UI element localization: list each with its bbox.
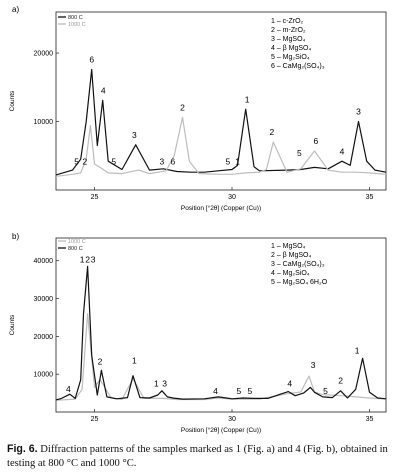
x-axis-label: Position [°2θ] (Copper (Cu)) — [181, 426, 261, 434]
peak-label: 2 — [180, 103, 185, 113]
phase-legend-item: 1 – MgSO₄ — [271, 243, 306, 250]
y-tick-label: 10000 — [34, 119, 54, 126]
peak-label: 1 — [80, 255, 85, 265]
peak-label: 3 — [91, 255, 96, 265]
peak-label: 6 — [89, 55, 94, 65]
peak-label: 2 — [98, 357, 103, 367]
peak-label: 5 — [226, 157, 231, 167]
peak-label: 5 — [323, 386, 328, 396]
x-tick-label: 30 — [228, 416, 236, 423]
phase-legend-item: 6 – CaMg₂(SO₄)₃ — [271, 63, 325, 70]
peak-label: 2 — [85, 255, 90, 265]
phase-legend-item: 5 – Mg₂SiO₄ — [271, 54, 310, 61]
legend-series-label: 800 C — [68, 15, 83, 21]
series-line — [55, 68, 387, 176]
x-tick-label: 25 — [91, 416, 99, 423]
figure-caption: Fig. 6. Diffraction patterns of the samp… — [7, 442, 395, 471]
peak-label: 5 — [237, 386, 242, 396]
y-tick-label: 30000 — [34, 296, 54, 303]
peak-label: 2 — [270, 127, 275, 137]
peak-label: 4 — [101, 85, 106, 95]
peak-label: 6 — [171, 157, 176, 167]
figure-caption-label: Fig. 6. — [7, 443, 38, 455]
legend-series-label: 1000 C — [68, 239, 86, 245]
plot-frame — [55, 11, 387, 191]
phase-legend-item: 4 – Mg₂SiO₄ — [271, 270, 310, 277]
phase-legend-item: 3 – MgSO₄ — [271, 36, 306, 43]
legend-series-label: 800 C — [68, 246, 83, 252]
peak-label: 3 — [356, 107, 361, 117]
peak-label: 1 — [154, 378, 159, 388]
series-line — [55, 313, 387, 401]
peak-label: 4 — [66, 384, 71, 394]
peak-label: 6 — [314, 136, 319, 146]
peak-label: 4 — [340, 146, 345, 156]
panel-label: b) — [12, 232, 19, 241]
y-tick-label: 10000 — [34, 372, 54, 379]
peak-label: 3 — [311, 360, 316, 370]
peak-label: 5 — [74, 157, 79, 167]
y-tick-label: 20000 — [34, 334, 54, 341]
x-tick-label: 30 — [228, 194, 236, 201]
peak-label: 1 — [132, 356, 137, 366]
peak-label: 1 — [235, 157, 240, 167]
phase-legend-item: 4 – β MgSO₄ — [271, 45, 311, 52]
phase-legend-item: 3 – CaMg₂(SO₄)₃ — [271, 261, 325, 268]
peak-label: 4 — [287, 379, 292, 389]
x-axis-label: Position [°2θ] (Copper (Cu)) — [181, 204, 261, 212]
x-tick-label: 35 — [366, 416, 374, 423]
peak-label: 4 — [213, 386, 218, 396]
peak-label: 2 — [338, 375, 343, 385]
y-tick-label: 40000 — [34, 258, 54, 265]
x-tick-label: 25 — [91, 194, 99, 201]
peak-label: 1 — [355, 346, 360, 356]
peak-label: 5 — [248, 386, 253, 396]
peak-label: 3 — [132, 130, 137, 140]
peak-label: 3 — [160, 157, 165, 167]
series-line — [55, 265, 387, 401]
phase-legend-item: 1 – c-ZrO₂ — [271, 18, 304, 25]
peak-label: 5 — [111, 157, 116, 167]
y-axis-label: Counts — [9, 314, 16, 335]
series-line — [55, 116, 387, 177]
phase-legend-item: 2 – m-ZrO₂ — [271, 27, 306, 34]
y-tick-label: 20000 — [34, 51, 54, 58]
x-tick-label: 35 — [366, 194, 374, 201]
legend-series-label: 1000 C — [68, 22, 86, 28]
peak-label: 1 — [245, 94, 250, 104]
figure-caption-text: Diffraction patterns of the samples mark… — [7, 444, 388, 469]
phase-legend-item: 5 – Mg₂SO₄ 6H₂O — [271, 279, 328, 286]
phase-legend-item: 2 – β MgSO₄ — [271, 252, 311, 259]
peak-label: 2 — [83, 157, 88, 167]
plot-frame — [55, 237, 387, 413]
peak-label: 3 — [162, 378, 167, 388]
panel-label: a) — [12, 5, 19, 14]
peak-label: 5 — [297, 148, 302, 158]
y-axis-label: Counts — [9, 90, 16, 111]
